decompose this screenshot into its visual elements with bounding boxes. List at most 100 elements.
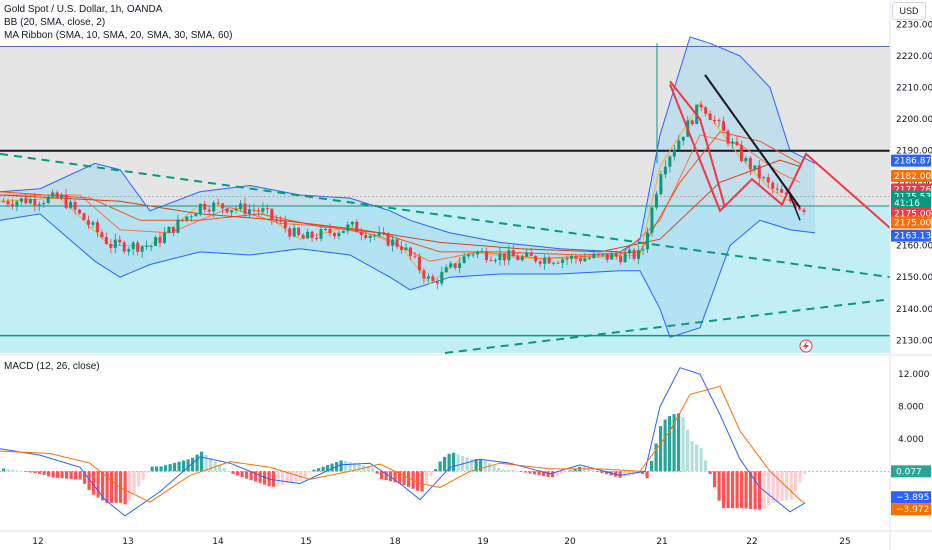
candle-body: [426, 276, 430, 279]
flash-icon-bolt: [803, 341, 809, 351]
price-tag: 2186.870: [891, 154, 932, 167]
macd-histogram-bar: [668, 416, 672, 472]
macd-histogram-bar: [78, 471, 82, 480]
macd-histogram-bar: [659, 426, 663, 472]
candle-body: [216, 202, 220, 204]
macd-histogram-bar: [186, 459, 190, 472]
candle-body: [154, 237, 158, 246]
candle-body: [158, 237, 162, 243]
candle-body: [373, 235, 377, 237]
macd-histogram-bar: [785, 471, 789, 501]
candle: [10, 198, 14, 210]
candle: [207, 204, 211, 215]
candle-body: [498, 253, 502, 261]
candle: [315, 233, 319, 241]
candle-body: [565, 258, 569, 260]
candle: [659, 171, 663, 196]
candle: [51, 189, 55, 199]
macd-histogram-bar: [726, 471, 730, 509]
candle: [91, 220, 95, 228]
macd-histogram-bar: [384, 471, 388, 481]
macd-histogram-bar: [695, 444, 699, 472]
candle-body: [6, 201, 10, 205]
candle-body: [668, 156, 672, 167]
time-tick-label: 21: [656, 537, 667, 547]
candle: [78, 208, 82, 215]
descending-trendline: [0, 152, 891, 279]
macd-histogram-bar: [258, 471, 262, 484]
candle-body: [413, 255, 417, 257]
candle-body: [189, 216, 193, 218]
candle-body: [493, 260, 497, 262]
price-tag-label: 2186.870: [894, 157, 932, 167]
price-pane[interactable]: [0, 36, 893, 354]
candle: [637, 245, 641, 265]
candle-body: [324, 228, 327, 230]
macd-histogram-bar: [749, 471, 753, 509]
candle: [668, 154, 672, 173]
candle: [605, 253, 609, 263]
macd-histogram-bar: [717, 471, 721, 501]
candle-body: [55, 192, 59, 198]
macd-histogram-bar: [105, 471, 109, 503]
candle: [86, 215, 90, 229]
candle-body: [91, 222, 95, 225]
candle-body: [762, 177, 766, 179]
bb-upper-line: [0, 36, 816, 253]
candle-body: [185, 216, 189, 221]
candle: [578, 254, 582, 265]
candle-body: [704, 107, 708, 114]
candle: [516, 252, 520, 261]
macd-histogram-bar: [416, 471, 420, 491]
currency-button[interactable]: USD: [892, 2, 926, 20]
candle: [502, 253, 506, 266]
candle: [458, 256, 462, 274]
candle: [444, 264, 448, 273]
candle-body: [578, 258, 582, 262]
candle-body: [328, 228, 332, 234]
ascending-trendline: [444, 298, 891, 354]
candle: [650, 205, 654, 237]
macd-histogram-bar: [200, 451, 204, 472]
candle: [690, 119, 694, 126]
candle-body: [400, 246, 404, 250]
candle: [663, 160, 667, 179]
time-tick-label: 19: [477, 537, 489, 547]
candle: [493, 258, 497, 264]
price-tick-label: 2150.000: [896, 273, 932, 283]
candle-body: [19, 198, 23, 202]
macd-histogram-bar: [11, 469, 15, 472]
macd-histogram-bar: [141, 471, 145, 480]
candle: [641, 246, 645, 256]
candle-body: [100, 232, 104, 238]
macd-histogram-bar: [249, 471, 253, 481]
candle: [194, 212, 198, 217]
candle-body: [28, 199, 32, 204]
macd-histogram-bar: [533, 471, 537, 475]
macd-histogram-bar: [690, 441, 694, 472]
macd-tag-label: 0.077: [896, 467, 922, 477]
candle: [163, 227, 166, 245]
price-legend: Gold Spot / U.S. Dollar, 1h, OANDA BB (2…: [4, 3, 232, 42]
candle-body: [10, 204, 14, 207]
macd-histogram-bar: [537, 471, 541, 476]
candle: [355, 219, 359, 233]
candle-body: [140, 246, 144, 252]
candle-body: [122, 242, 126, 252]
ma-line-2: [0, 131, 801, 256]
candle: [149, 245, 153, 252]
candle: [42, 200, 46, 208]
candle: [408, 246, 412, 261]
candle: [292, 223, 296, 238]
candle-body: [462, 256, 466, 264]
candle: [646, 227, 649, 253]
candle: [574, 254, 578, 264]
candle-body: [82, 213, 86, 221]
macd-histogram-bar: [699, 448, 703, 472]
macd-histogram-bar: [285, 471, 289, 484]
macd-pane[interactable]: [0, 367, 890, 517]
candle-body: [163, 232, 166, 243]
macd-histogram-bar: [762, 471, 766, 509]
macd-histogram-bar: [56, 471, 60, 478]
